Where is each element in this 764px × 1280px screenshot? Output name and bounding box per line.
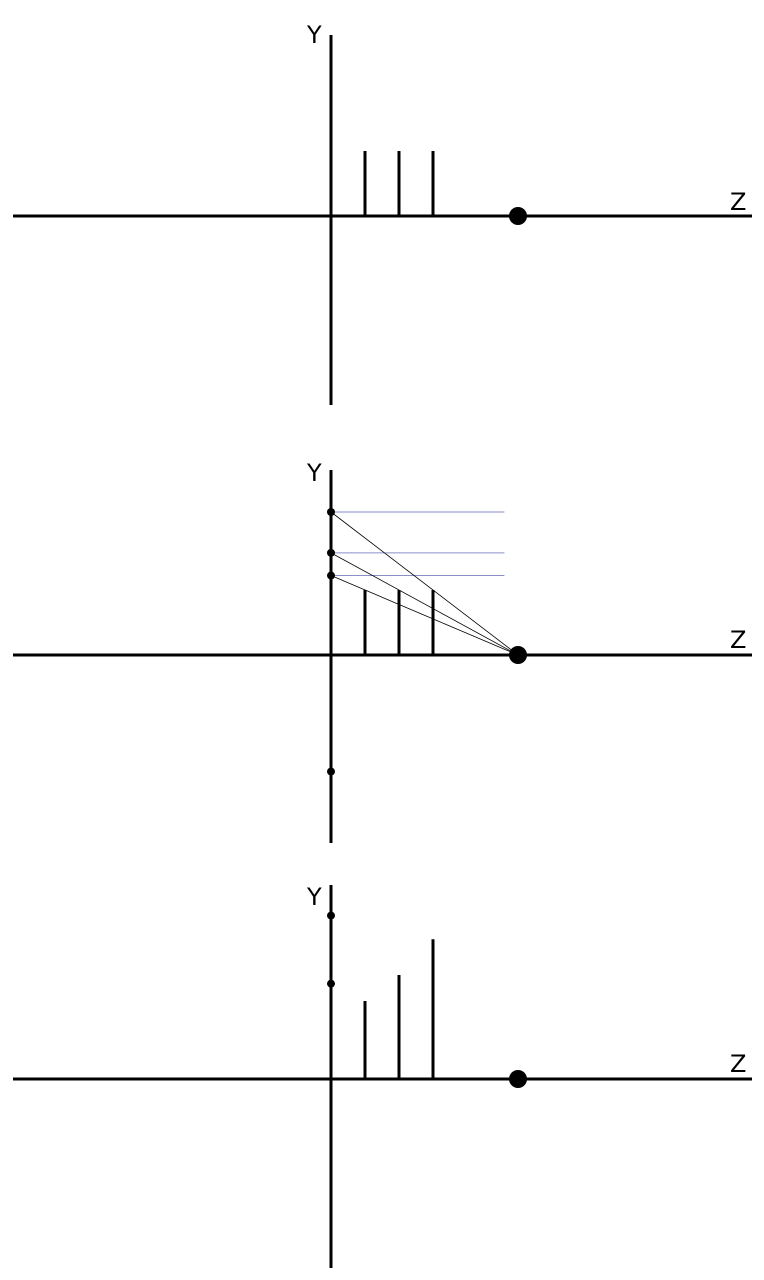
z-axis-label: Z — [730, 1050, 746, 1078]
projection-lines — [330, 511, 519, 656]
axis-dot-2 — [327, 911, 335, 920]
focal-point — [509, 207, 527, 225]
panel-original: Y Z — [13, 21, 752, 405]
axis-dot-3 — [327, 767, 335, 776]
axis-dots — [327, 767, 335, 988]
bars — [363, 151, 435, 216]
projection-line-1 — [330, 575, 519, 656]
axis-dot-1 — [327, 979, 335, 988]
y-axis-label: Y — [306, 459, 322, 487]
axis-dot-2 — [327, 548, 335, 557]
panel-result: Y Z — [13, 767, 752, 1268]
y-axis-label: Y — [306, 21, 322, 49]
z-axis-label: Z — [730, 188, 746, 216]
bars — [363, 590, 435, 655]
projection-line-2 — [330, 552, 519, 656]
bars — [363, 939, 435, 1079]
axis-dot-3 — [327, 508, 335, 516]
panel-projection: Y Z — [13, 459, 752, 843]
z-axis-label: Z — [730, 626, 746, 654]
axis-dot-1 — [327, 571, 335, 580]
y-axis-label: Y — [306, 883, 322, 911]
projection-line-3 — [330, 511, 519, 656]
focal-point — [509, 646, 527, 664]
focal-point — [509, 1070, 527, 1088]
axis-dots — [327, 508, 335, 580]
